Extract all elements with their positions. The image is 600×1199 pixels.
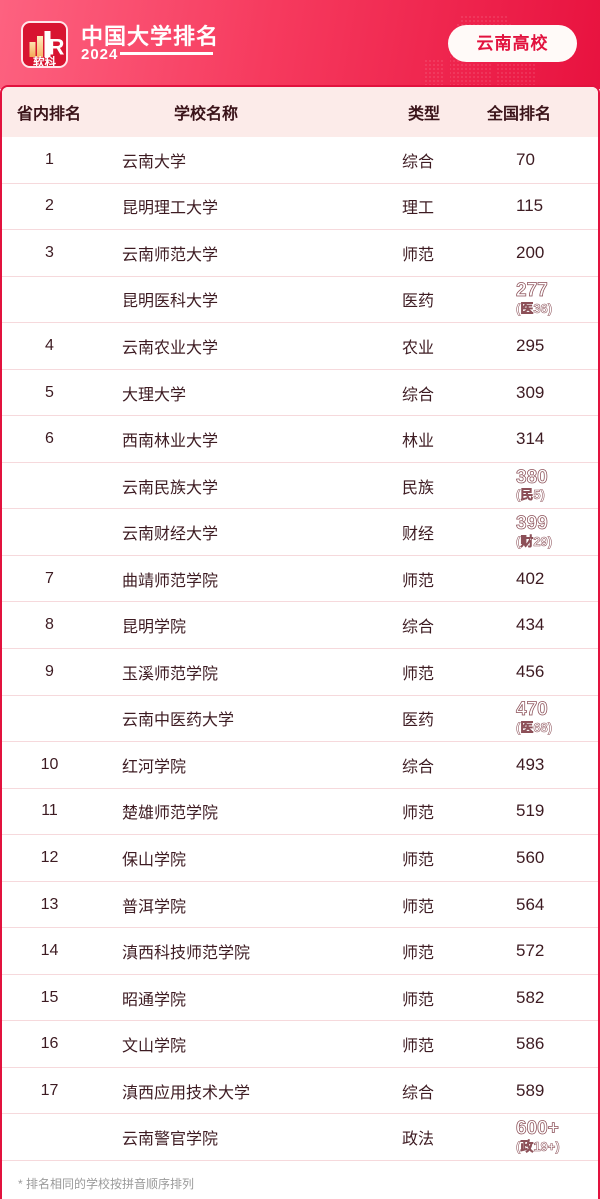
svg-text:软科: 软科 — [33, 55, 56, 68]
svg-text:R: R — [49, 35, 65, 60]
